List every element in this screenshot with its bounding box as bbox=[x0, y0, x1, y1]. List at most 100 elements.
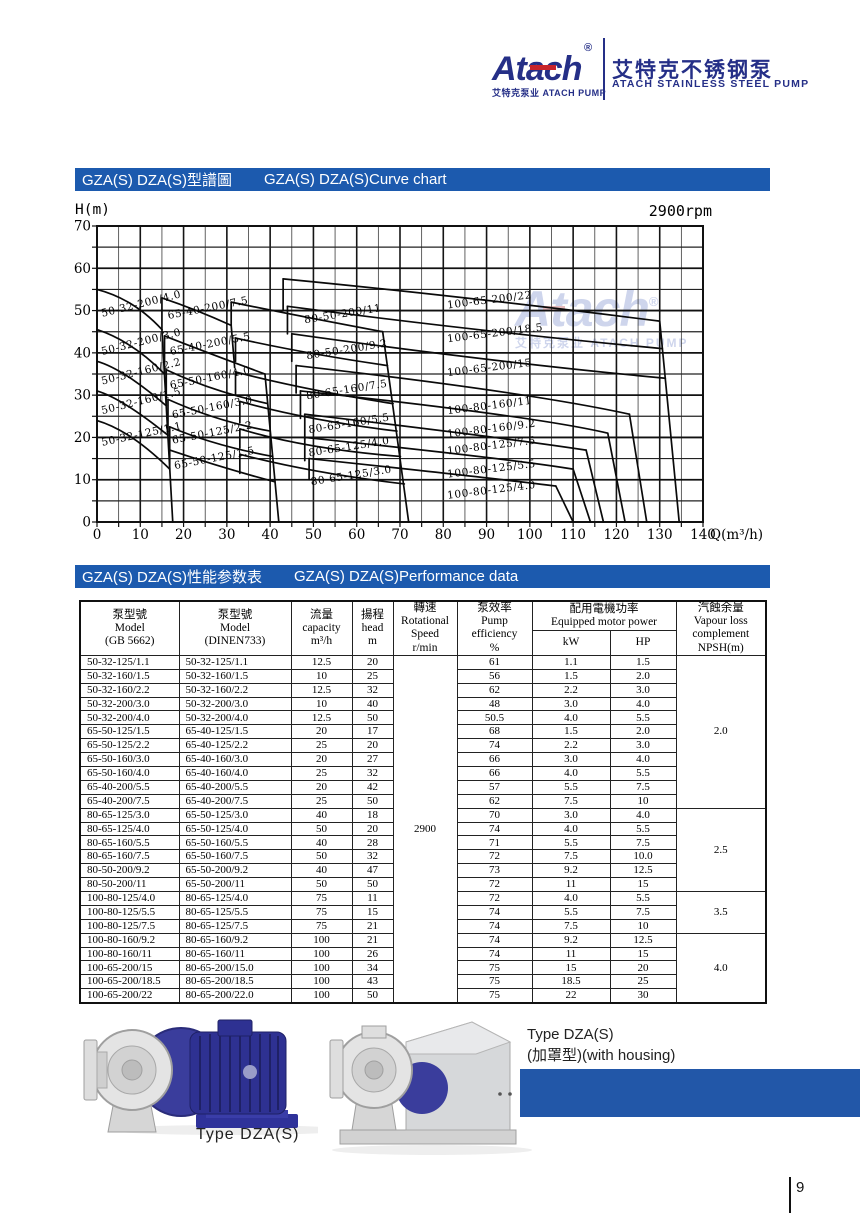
model-gb-cell: 80-50-200/11 bbox=[79, 877, 180, 893]
model-din-cell: 80-65-125/5.5 bbox=[178, 904, 292, 920]
kw-cell: 22 bbox=[531, 988, 611, 1004]
curve-label: 80-50-200/11 bbox=[303, 302, 382, 326]
capacity-cell: 12.5 bbox=[290, 654, 353, 670]
head-cell: 17 bbox=[351, 724, 394, 740]
hp-cell: 2.0 bbox=[609, 668, 677, 684]
pump-curve bbox=[308, 457, 557, 487]
hp-cell: 20 bbox=[609, 960, 677, 976]
efficiency-cell: 70 bbox=[456, 807, 533, 823]
capacity-cell: 75 bbox=[290, 891, 353, 906]
pump-curve bbox=[238, 400, 398, 432]
capacity-cell: 10 bbox=[290, 696, 353, 712]
pump-curve bbox=[165, 368, 269, 405]
pump-photo-dza-housing bbox=[329, 1021, 532, 1155]
model-din-cell: 80-65-200/15.0 bbox=[178, 960, 292, 976]
table-row: 80-50-200/9.2 65-50-200/9.2 40 47 73 9.2 12.5 bbox=[79, 863, 766, 879]
curve-chart-svg: 0 10 20 30 40 50 60 70 80 90 100 110 120 130 140 0 10 20 3… bbox=[74, 202, 763, 543]
model-gb-cell: 65-40-200/7.5 bbox=[79, 793, 180, 809]
model-gb-cell: 65-50-160/4.0 bbox=[79, 766, 180, 781]
head-cell: 42 bbox=[351, 779, 394, 795]
pump-curve bbox=[163, 335, 266, 375]
table-header-cell: 轉速 Rotational Speed r/min bbox=[392, 600, 458, 656]
model-din-cell: 65-40-125/1.5 bbox=[178, 724, 292, 740]
hp-cell: 10 bbox=[609, 793, 677, 809]
capacity-cell: 10 bbox=[290, 668, 353, 684]
hp-cell: 3.0 bbox=[609, 738, 677, 754]
pump-curve bbox=[286, 305, 664, 350]
section-title-zh: GZA(S) DZA(S)型譜圖 bbox=[82, 172, 232, 189]
hp-cell: 12.5 bbox=[609, 932, 677, 948]
chart-rpm-label: 2900rpm bbox=[649, 202, 712, 220]
model-gb-cell: 100-80-160/9.2 bbox=[79, 932, 180, 948]
head-cell: 32 bbox=[351, 849, 394, 865]
capacity-cell: 100 bbox=[290, 946, 353, 962]
pump-curve bbox=[234, 371, 394, 405]
registered-mark: ® bbox=[584, 42, 593, 54]
model-din-cell: 65-40-200/7.5 bbox=[178, 793, 292, 809]
curve-label: 100-80-125/5.5 bbox=[447, 458, 537, 481]
kw-cell: 1.5 bbox=[531, 724, 611, 740]
model-din-cell: 50-32-200/4.0 bbox=[178, 710, 292, 726]
model-din-cell: 80-65-125/7.5 bbox=[178, 918, 292, 934]
model-din-cell: 65-50-160/5.5 bbox=[178, 835, 292, 851]
hp-cell: 4.0 bbox=[609, 752, 677, 767]
model-din-cell: 65-50-125/4.0 bbox=[178, 821, 292, 837]
head-cell: 25 bbox=[351, 668, 394, 684]
svg-text:70: 70 bbox=[74, 218, 91, 234]
capacity-cell: 20 bbox=[290, 779, 353, 795]
table-row: 65-50-160/4.0 65-40-160/4.0 25 32 66 4.0 5.5 bbox=[79, 766, 766, 781]
caption-line2: (加罩型)(with housing) bbox=[527, 1047, 676, 1064]
model-gb-cell: 65-40-200/5.5 bbox=[79, 779, 180, 795]
capacity-cell: 25 bbox=[290, 793, 353, 809]
npsh-cell-merged: 2.0 bbox=[675, 654, 767, 809]
table-row: 80-65-160/5.5 65-50-160/5.5 40 28 71 5.5 7.5 bbox=[79, 835, 766, 851]
efficiency-cell: 75 bbox=[456, 960, 533, 976]
table-row: 100-80-160/9.2 80-65-160/9.2 100 21 74 9.2 12.… bbox=[79, 932, 767, 1004]
model-din-cell: 80-65-160/11 bbox=[178, 946, 292, 962]
head-cell: 43 bbox=[351, 974, 394, 990]
efficiency-cell: 57 bbox=[456, 779, 533, 795]
model-gb-cell: 100-65-200/22 bbox=[79, 988, 180, 1004]
pump-curve bbox=[282, 278, 661, 322]
model-din-cell: 65-40-125/2.2 bbox=[178, 738, 292, 754]
curve-boundary-segment bbox=[264, 373, 280, 523]
curve-boundary-segment bbox=[554, 485, 574, 523]
kw-cell: 11 bbox=[531, 946, 611, 962]
model-gb-cell: 100-80-125/7.5 bbox=[79, 918, 180, 934]
model-gb-cell: 80-50-200/9.2 bbox=[79, 863, 180, 879]
chart-curves bbox=[96, 278, 681, 523]
hp-cell: 5.5 bbox=[609, 821, 677, 837]
pump-curve bbox=[238, 428, 402, 458]
curve-boundary-segment bbox=[606, 432, 626, 523]
table-header-cell: 泵型號 Model (DINEN733) bbox=[178, 600, 292, 656]
efficiency-cell: 73 bbox=[456, 863, 533, 879]
hp-cell: 10 bbox=[609, 918, 677, 934]
curve-label: 100-65-200/22 bbox=[447, 289, 533, 311]
efficiency-cell: 66 bbox=[456, 766, 533, 781]
capacity-cell: 100 bbox=[290, 988, 353, 1004]
model-din-cell: 80-65-200/18.5 bbox=[178, 974, 292, 990]
capacity-cell: 25 bbox=[290, 738, 353, 754]
svg-text:80: 80 bbox=[435, 527, 452, 543]
head-cell: 34 bbox=[351, 960, 394, 976]
svg-text:20: 20 bbox=[175, 527, 192, 543]
table-row: 100-65-200/22 80-65-200/22.0 100 50 75 22 30 bbox=[79, 988, 766, 1004]
section-title-zh: GZA(S) DZA(S)性能参数表 bbox=[82, 569, 262, 586]
model-gb-cell: 100-65-200/15 bbox=[79, 960, 180, 976]
head-cell: 50 bbox=[351, 793, 394, 809]
section-title-en: GZA(S) DZA(S)Performance data bbox=[294, 568, 519, 585]
kw-cell: 7.5 bbox=[531, 849, 611, 865]
efficiency-cell: 74 bbox=[456, 946, 533, 962]
capacity-cell: 12.5 bbox=[290, 710, 353, 726]
table-header-row: kW HP bbox=[80, 629, 766, 656]
capacity-cell: 40 bbox=[290, 835, 353, 851]
section-header-performance: GZA(S) DZA(S)性能参数表 GZA(S) DZA(S)Performa… bbox=[75, 565, 770, 588]
svg-text:110: 110 bbox=[560, 527, 586, 543]
pump-curve bbox=[168, 426, 274, 458]
page-number: 9 bbox=[796, 1179, 805, 1196]
hp-cell: 25 bbox=[609, 974, 677, 990]
curve-boundary-segment bbox=[628, 413, 648, 523]
model-din-cell: 65-40-160/4.0 bbox=[178, 766, 292, 781]
head-cell: 28 bbox=[351, 835, 394, 851]
